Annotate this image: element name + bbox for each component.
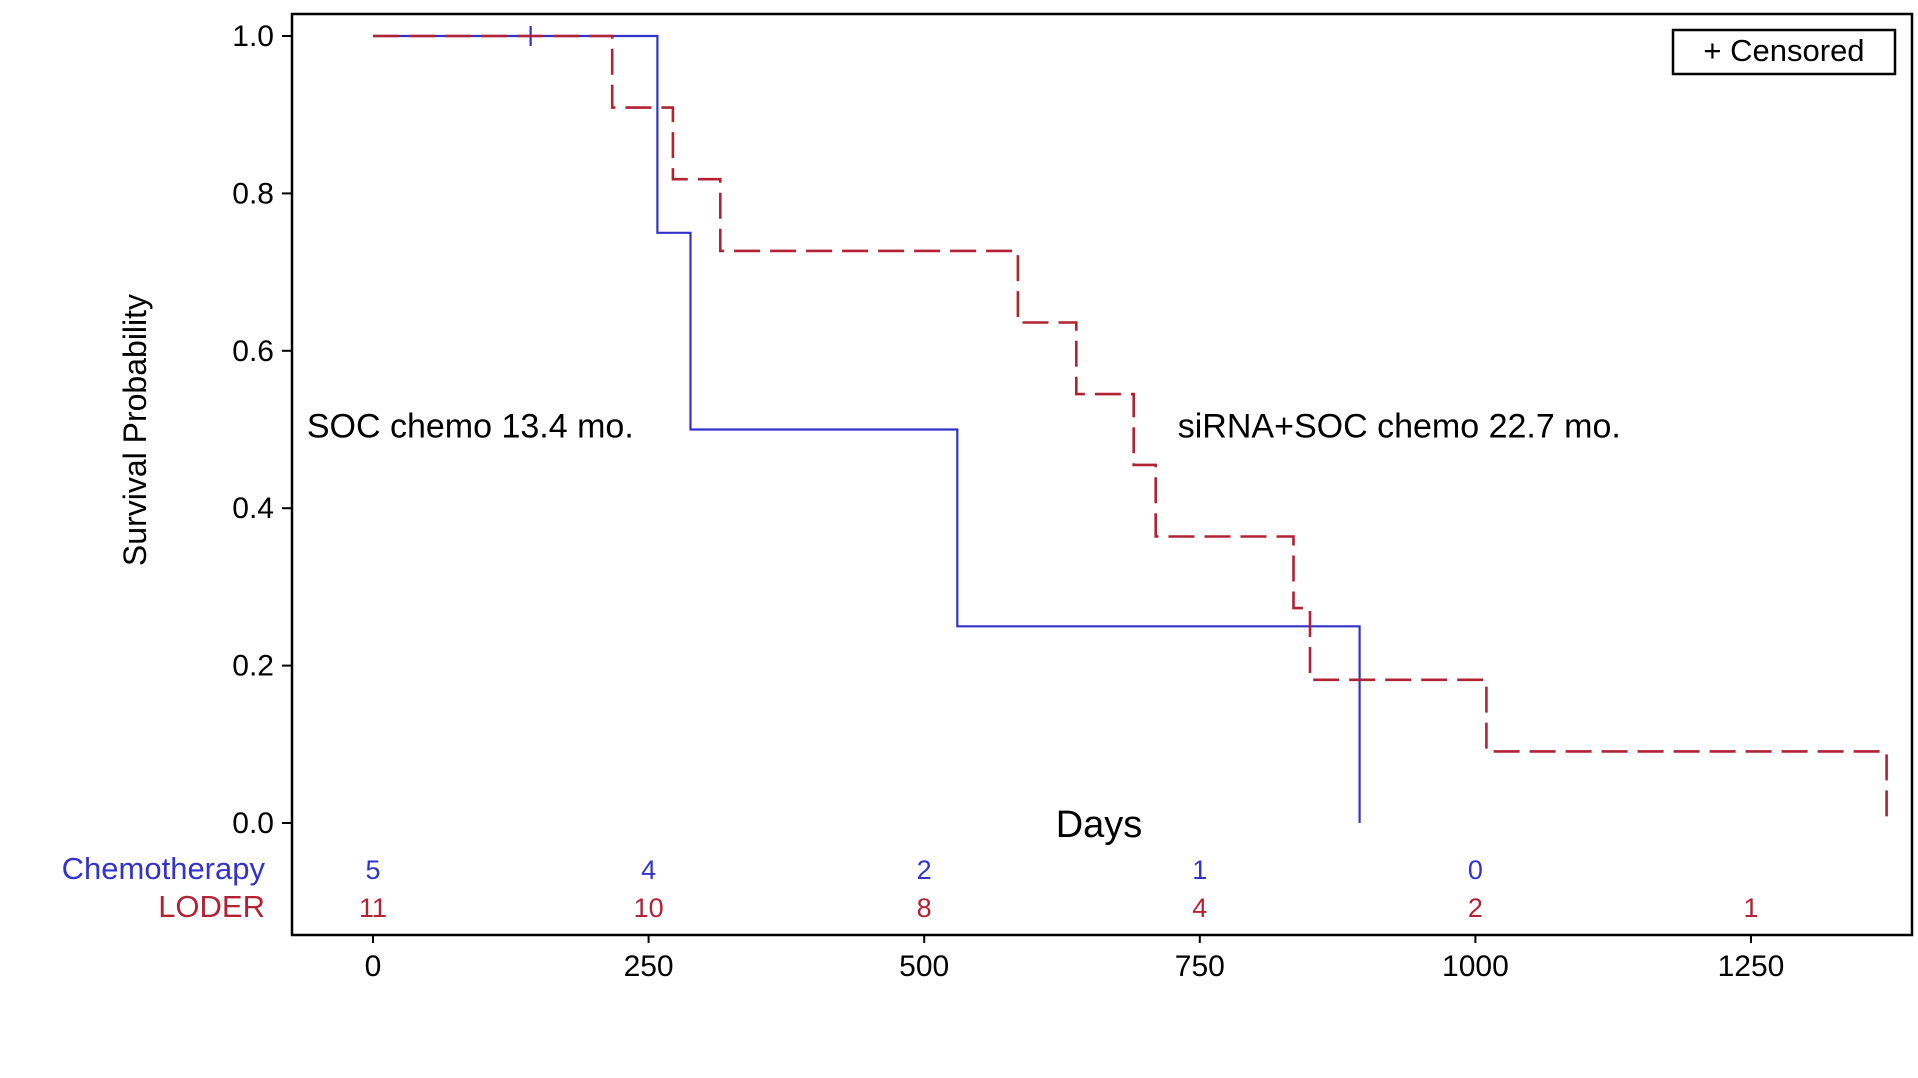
risk-count: 11 <box>359 893 387 923</box>
median-annotation: SOC chemo 13.4 mo. <box>307 407 634 445</box>
x-tick-label: 250 <box>624 950 674 983</box>
risk-row-label-loder: LODER <box>158 889 265 924</box>
risk-count: 8 <box>917 893 932 923</box>
y-axis-label: Survival Probability <box>117 294 153 566</box>
risk-count: 4 <box>641 855 656 885</box>
risk-count: 2 <box>917 855 932 885</box>
x-axis-label: Days <box>1056 804 1143 846</box>
risk-count: 4 <box>1192 893 1207 923</box>
y-tick-label: 0.4 <box>232 492 274 525</box>
plot-frame <box>290 12 1914 937</box>
series-line-chemotherapy <box>373 34 1361 823</box>
plot-area <box>282 12 1914 943</box>
risk-count: 0 <box>1468 855 1483 885</box>
risk-row-label-chemotherapy: Chemotherapy <box>62 851 266 886</box>
median-annotation: siRNA+SOC chemo 22.7 mo. <box>1178 407 1621 445</box>
risk-count: 1 <box>1743 893 1758 923</box>
y-tick-label: 1.0 <box>232 20 274 53</box>
series-line-loder <box>373 34 1888 823</box>
y-tick-label: 0.2 <box>232 650 274 683</box>
y-tick-label: 0.0 <box>232 807 274 840</box>
x-tick-label: 1000 <box>1442 950 1509 983</box>
risk-count: 1 <box>1192 855 1207 885</box>
x-tick-label: 500 <box>899 950 949 983</box>
text-layer: 0.00.20.40.60.81.00 250 500 750 1000 1250Surv… <box>62 20 1865 983</box>
risk-count: 10 <box>634 893 664 923</box>
legend-censored-label: + Censored <box>1703 33 1864 68</box>
risk-count: 2 <box>1468 893 1483 923</box>
y-tick-label: 0.8 <box>232 177 274 210</box>
x-tick-label: 1250 <box>1718 950 1785 983</box>
series-layer <box>373 26 1888 823</box>
legend-box <box>1671 28 1897 76</box>
risk-count: 5 <box>365 855 380 885</box>
x-tick-label: 0 <box>365 950 382 983</box>
y-tick-label: 0.6 <box>232 335 274 368</box>
x-tick-label: 750 <box>1175 950 1225 983</box>
